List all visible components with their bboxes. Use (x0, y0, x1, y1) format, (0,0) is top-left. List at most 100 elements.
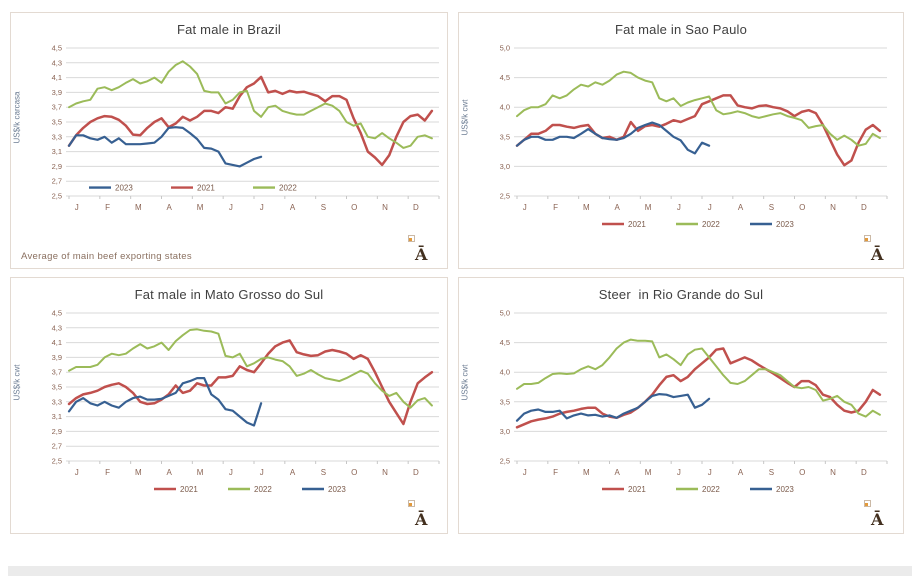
line-chart: 2,5 3,0 3,5 4,0 4,5 5,0 J F M A M J J A S O N D 2021 2022 20… (500, 309, 888, 494)
charts-grid: Fat male in Brazil US$/k carcasa 2,5 2,7 2… (10, 12, 904, 534)
y-tick-label: 2,7 (52, 442, 62, 451)
chart-body: US$/k cwt 2,5 3,0 3,5 4,0 4,5 5,0 J F M A M J J A S O N D… (459, 38, 903, 240)
image-placeholder-icon (408, 500, 415, 507)
x-tick-label: S (769, 203, 774, 212)
x-tick-label: F (553, 203, 558, 212)
image-placeholder-icon (408, 235, 415, 242)
legend-label-2022: 2022 (254, 485, 272, 494)
x-tick-label: A (738, 468, 744, 477)
x-tick-label: J (523, 203, 527, 212)
y-tick-label: 4,1 (52, 338, 62, 347)
series-2023 (515, 392, 711, 422)
series-2022 (516, 70, 881, 147)
image-placeholder-icon (864, 500, 871, 507)
x-tick-label: D (861, 468, 867, 477)
x-tick-label: J (229, 203, 233, 212)
x-tick-label: M (135, 468, 142, 477)
y-tick-label: 3,5 (500, 132, 510, 141)
x-tick-label: J (75, 203, 79, 212)
chart-title: Fat male in Mato Grosso do Sul (134, 287, 324, 302)
chart-body: US$/k cwt 2,5 2,7 2,9 3,1 3,3 3,5 3,7 3,9 4,1 4,3… (11, 303, 447, 505)
logo-a-macron: Ā (871, 245, 884, 264)
x-tick-label: F (105, 468, 110, 477)
chart-note: Average of main beef exporting states (21, 251, 192, 262)
legend-label-2022: 2022 (702, 485, 720, 494)
chart-body: US$/k carcasa 2,5 2,7 2,9 3,1 3,3 3,5 3,7 3,9 4,… (11, 38, 447, 240)
x-tick-label: M (583, 203, 590, 212)
x-tick-label: M (645, 468, 652, 477)
logo-wrap: Ā (408, 235, 433, 265)
y-tick-label: 4,5 (52, 309, 62, 318)
x-tick-label: A (290, 468, 296, 477)
chart-title: Steer in Rio Grande do Sul (598, 287, 764, 302)
x-tick-label: A (167, 468, 173, 477)
y-tick-label: 2,5 (52, 457, 62, 466)
y-tick-label: 3,5 (52, 118, 62, 127)
line-chart: 2,5 2,7 2,9 3,1 3,3 3,5 3,7 3,9 4,1 4,3 4,5 J F M A M J J… (52, 309, 440, 494)
x-tick-label: N (382, 203, 388, 212)
x-tick-label: J (260, 203, 264, 212)
y-tick-label: 3,7 (52, 103, 62, 112)
x-tick-label: A (615, 468, 621, 477)
logo-a-macron: Ā (415, 245, 428, 264)
legend-label-2021: 2021 (628, 220, 646, 229)
line-chart: 2,5 2,7 2,9 3,1 3,3 3,5 3,7 3,9 4,1 4,3 4,5 J F M A M J J… (52, 44, 440, 212)
x-tick-label: S (321, 203, 326, 212)
x-tick-label: F (105, 203, 110, 212)
x-tick-label: M (645, 203, 652, 212)
image-placeholder-icon (864, 235, 871, 242)
y-tick-label: 4,3 (52, 323, 62, 332)
y-tick-label: 2,5 (500, 192, 510, 201)
x-tick-label: D (861, 203, 867, 212)
logo-a-macron: Ā (415, 510, 428, 529)
series-2021 (515, 347, 882, 429)
y-axis-title: US$/k cwt (460, 98, 470, 136)
y-axis-title: US$/k carcasa (12, 90, 22, 144)
x-tick-label: J (260, 468, 264, 477)
panel-footer: Ā (467, 500, 895, 531)
x-tick-label: M (583, 468, 590, 477)
y-tick-label: 4,0 (500, 103, 510, 112)
y-tick-label: 2,7 (52, 177, 62, 186)
panel-footer: Ā (19, 500, 439, 531)
chart-panel-mato-grosso: Fat male in Mato Grosso do Sul US$/k cwt… (10, 277, 448, 534)
y-tick-label: 3,1 (52, 147, 62, 156)
legend-label-2021: 2021 (197, 184, 215, 193)
bottom-divider-band (8, 566, 912, 576)
y-axis-title: US$/k cwt (12, 363, 22, 401)
y-axis-title: US$/k cwt (460, 363, 470, 401)
line-chart: 2,5 3,0 3,5 4,0 4,5 5,0 J F M A M J J A S O N D 2021 2022 20… (500, 44, 888, 229)
y-tick-label: 3,9 (52, 88, 62, 97)
y-tick-label: 4,5 (52, 44, 62, 53)
y-tick-label: 2,5 (52, 192, 62, 201)
x-tick-label: D (413, 203, 419, 212)
y-tick-label: 4,3 (52, 58, 62, 67)
chart-title: Fat male in Brazil (176, 22, 282, 37)
y-tick-label: 4,5 (500, 73, 510, 82)
x-tick-label: M (197, 468, 204, 477)
series-2022 (68, 60, 433, 149)
legend-label-2023: 2023 (776, 220, 794, 229)
chart-panel-rio-grande: Steer in Rio Grande do Sul US$/k cwt 2,5… (458, 277, 904, 534)
y-tick-label: 2,5 (500, 457, 510, 466)
chart-panel-brazil: Fat male in Brazil US$/k carcasa 2,5 2,7 2… (10, 12, 448, 269)
x-tick-label: J (229, 468, 233, 477)
x-tick-label: J (523, 468, 527, 477)
series-2023 (515, 121, 711, 155)
x-tick-label: O (799, 203, 805, 212)
y-tick-label: 2,9 (52, 427, 62, 436)
y-tick-label: 3,3 (52, 132, 62, 141)
y-tick-label: 3,1 (52, 412, 62, 421)
y-tick-label: 3,5 (52, 383, 62, 392)
x-tick-label: N (382, 468, 388, 477)
logo-wrap: Ā (408, 500, 433, 530)
y-tick-label: 4,5 (500, 338, 510, 347)
y-tick-label: 3,5 (500, 397, 510, 406)
x-tick-label: S (321, 468, 326, 477)
x-tick-label: M (197, 203, 204, 212)
y-tick-label: 3,7 (52, 368, 62, 377)
y-tick-label: 4,0 (500, 368, 510, 377)
series-2022 (516, 338, 881, 418)
x-tick-label: A (167, 203, 173, 212)
x-tick-label: A (738, 203, 744, 212)
